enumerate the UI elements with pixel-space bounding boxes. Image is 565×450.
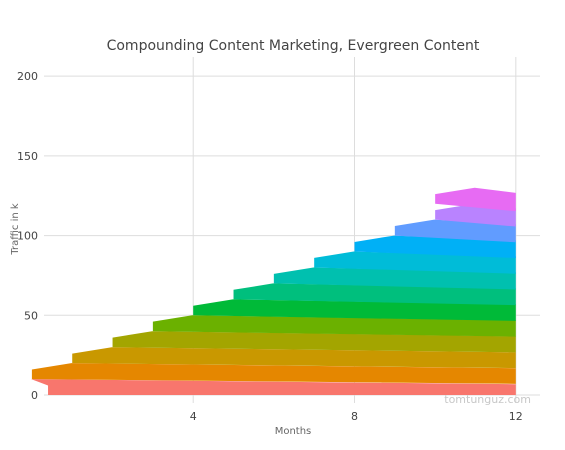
cohort-area-4 — [112, 331, 516, 353]
y-axis-title: Traffic in k — [10, 203, 21, 256]
x-tick-label: 8 — [351, 410, 358, 423]
cohort-area-10 — [354, 235, 516, 258]
y-tick-label: 50 — [24, 309, 38, 322]
cohort-area-13 — [435, 187, 516, 212]
grid — [44, 57, 540, 403]
cohort-area-5 — [152, 315, 516, 337]
x-tick-label: 4 — [190, 410, 197, 423]
x-tick-labels: 4 8 12 — [190, 410, 523, 423]
cohort-area-3 — [72, 347, 516, 369]
cohort-area-8 — [273, 267, 516, 290]
y-tick-label: 0 — [31, 389, 38, 402]
cohort-area-9 — [314, 251, 516, 274]
cohort-area-11 — [394, 219, 516, 243]
x-tick-label: 12 — [509, 410, 523, 423]
y-tick-label: 150 — [17, 150, 38, 163]
y-tick-label: 200 — [17, 70, 38, 83]
cohort-area-2 — [31, 363, 516, 384]
cohort-area-12 — [435, 203, 516, 227]
y-tick-labels: 0 50 100 150 200 — [17, 70, 38, 402]
watermark-text: tomtunguz.com — [444, 393, 531, 406]
stacked-areas — [31, 187, 516, 396]
cohort-area-6 — [193, 299, 516, 321]
chart-title: Compounding Content Marketing, Evergreen… — [107, 38, 480, 54]
y-tick-label: 100 — [17, 230, 38, 243]
x-axis-title: Months — [275, 426, 312, 437]
cohort-area-1 — [31, 379, 516, 396]
cohort-area-7 — [233, 283, 516, 306]
